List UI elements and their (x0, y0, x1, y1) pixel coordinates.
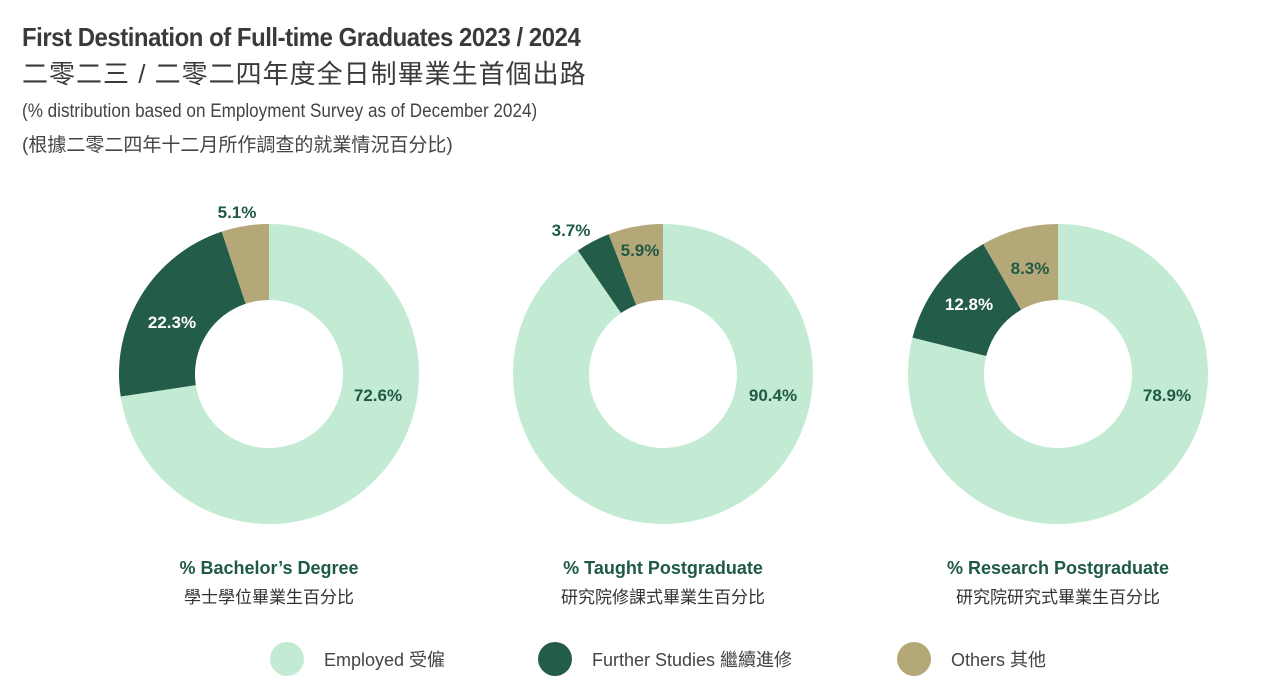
donut-slice-further (577, 234, 637, 314)
data-label-others: 5.1% (218, 203, 257, 222)
legend-employed: Employed 受僱 (270, 642, 445, 676)
caption-bachelor: % Bachelor’s Degree 學士學位畢業生百分比 (119, 558, 419, 608)
caption-en: % Taught Postgraduate (563, 558, 763, 578)
legend-label: Employed 受僱 (324, 650, 446, 670)
donut-slice-others (983, 224, 1058, 310)
chart-title: First Destination of Full-time Graduates… (22, 22, 581, 52)
donut-slice-employed (513, 224, 814, 524)
chart-title-zh: 二零二三 / 二零二四年度全日制畢業生首個出路 (22, 59, 587, 89)
legend-label: Others 其他 (951, 650, 1047, 670)
caption-en: % Research Postgraduate (946, 558, 1170, 578)
legend-swatch-further (538, 642, 572, 676)
caption-taught: % Taught Postgraduate 研究院修課式畢業生百分比 (513, 558, 813, 608)
chart-subtitle-zh: (根據二零二四年十二月所作調查的就業情況百分比) (22, 135, 453, 156)
chart-subtitle: (% distribution based on Employment Surv… (22, 101, 538, 122)
donut-slice-others (221, 224, 269, 304)
donut-slice-others (608, 224, 663, 306)
legend-label: Further Studies 繼續進修 (592, 650, 793, 670)
data-label-further: 3.7% (552, 221, 591, 240)
data-label-employed: 78.9% (1143, 386, 1191, 405)
data-label-employed: 72.6% (354, 386, 402, 405)
donut-slice-further (912, 243, 1022, 357)
caption-en: % Bachelor’s Degree (179, 558, 359, 578)
donut-slice-employed (908, 224, 1208, 524)
data-label-others: 8.3% (1011, 259, 1050, 278)
data-label-further: 12.8% (945, 295, 993, 314)
legend-further: Further Studies 繼續進修 (538, 642, 792, 676)
caption-research: % Research Postgraduate 研究院研究式畢業生百分比 (908, 558, 1208, 608)
data-label-further: 22.3% (148, 313, 196, 332)
donut-slice-further (119, 231, 246, 397)
data-label-others: 5.9% (621, 241, 660, 260)
donut-slice-employed (120, 224, 419, 524)
data-label-employed: 90.4% (749, 386, 797, 405)
legend-swatch-employed (270, 642, 304, 676)
legend-swatch-others (897, 642, 931, 676)
caption-zh: 學士學位畢業生百分比 (184, 588, 354, 607)
caption-zh: 研究院修課式畢業生百分比 (561, 588, 765, 607)
caption-zh: 研究院研究式畢業生百分比 (956, 588, 1160, 607)
legend-others: Others 其他 (897, 642, 1046, 676)
